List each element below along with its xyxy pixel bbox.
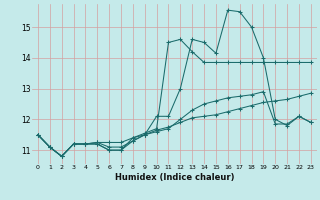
X-axis label: Humidex (Indice chaleur): Humidex (Indice chaleur) (115, 173, 234, 182)
